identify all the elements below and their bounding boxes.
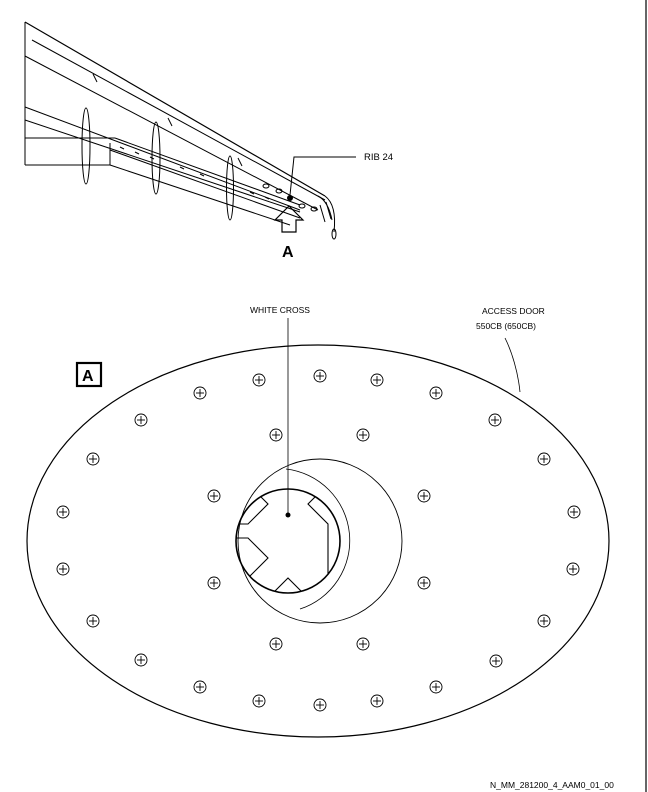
fastener-symbol <box>207 576 221 590</box>
fastener-symbol <box>537 452 551 466</box>
fastener-symbol <box>566 562 580 576</box>
access-opening-rim <box>237 458 403 624</box>
detail-tag-box <box>75 361 103 388</box>
fastener-symbol <box>313 698 327 712</box>
fastener-symbol <box>86 452 100 466</box>
fastener-symbol <box>537 614 551 628</box>
fastener-symbol <box>370 373 384 387</box>
access-door-outline <box>26 344 610 738</box>
view-reference-label: A <box>282 244 294 261</box>
fastener-symbol <box>207 489 221 503</box>
fastener-symbol <box>489 654 503 668</box>
fastener-symbol <box>417 489 431 503</box>
fastener-symbol <box>56 562 70 576</box>
fastener-symbol <box>429 680 443 694</box>
fastener-symbol <box>86 614 100 628</box>
access-door-label: ACCESS DOOR <box>482 306 545 316</box>
white-cross-marking <box>236 489 329 593</box>
white-cross-label: WHITE CROSS <box>250 305 310 315</box>
fastener-symbol <box>56 505 70 519</box>
fastener-symbol <box>134 653 148 667</box>
fastener-symbol <box>370 694 384 708</box>
fastener-symbol <box>429 386 443 400</box>
fastener-symbol <box>252 694 266 708</box>
fastener-symbol <box>567 505 581 519</box>
fastener-symbol <box>193 680 207 694</box>
drawing-id: N_MM_281200_4_AAM0_01_00 <box>490 780 614 790</box>
fastener-symbol <box>269 637 283 651</box>
fastener-symbol <box>269 428 283 442</box>
access-door-part-label: 550CB (650CB) <box>476 321 536 331</box>
fastener-symbol <box>252 373 266 387</box>
access-door <box>26 318 610 738</box>
fastener-group <box>56 369 581 712</box>
fastener-symbol <box>417 576 431 590</box>
rib-label: RIB 24 <box>364 152 393 163</box>
fastener-symbol <box>134 413 148 427</box>
wing-illustration <box>24 0 647 792</box>
fastener-symbol <box>356 428 370 442</box>
fastener-symbol <box>193 386 207 400</box>
fastener-symbol <box>356 637 370 651</box>
fastener-symbol <box>313 369 327 383</box>
fastener-symbol <box>488 413 502 427</box>
detail-tag-label: A <box>82 368 94 385</box>
